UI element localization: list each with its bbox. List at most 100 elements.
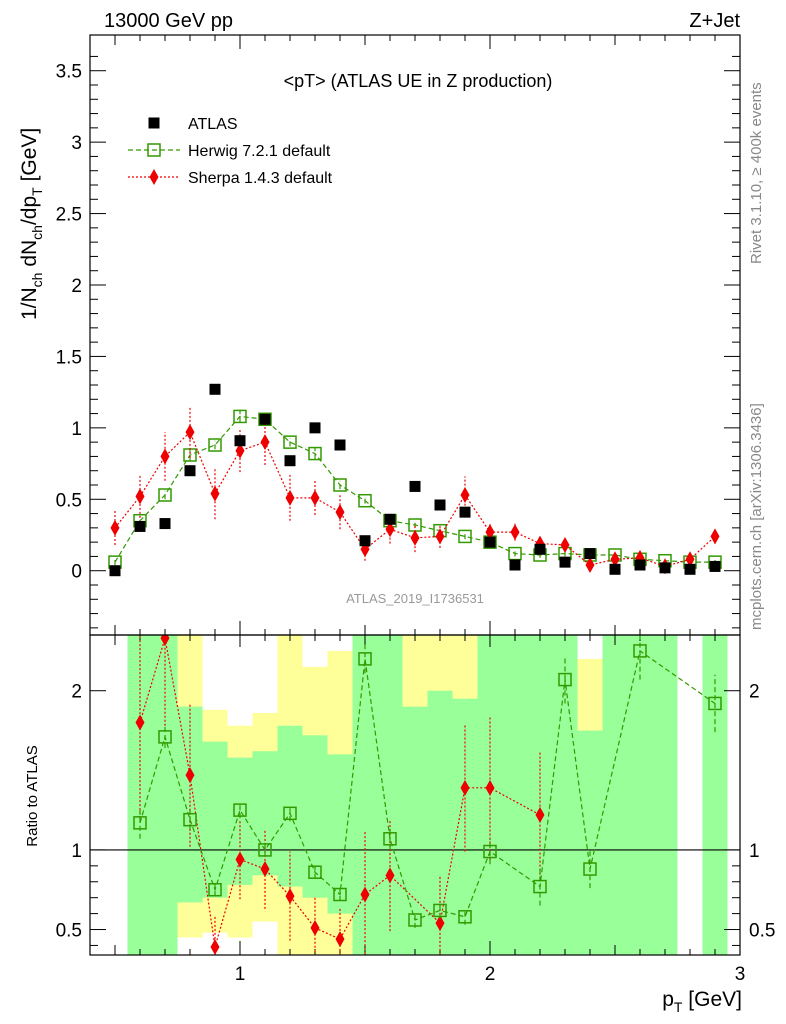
y-tick-label-ratio-right-0: 0.5	[749, 921, 775, 942]
atlas-point	[384, 513, 396, 525]
sherpa-point	[685, 551, 695, 568]
herwig-ratio-point	[283, 806, 297, 821]
atlas-point	[459, 506, 471, 518]
atlas-point	[109, 565, 121, 577]
sherpa-ratio-point	[460, 779, 470, 796]
rivet-version-label: Rivet 3.1.10, ≥ 400k events	[748, 82, 765, 264]
sherpa-ratio-point	[485, 779, 495, 796]
sherpa-point	[310, 489, 320, 506]
herwig-point	[158, 488, 172, 502]
sherpa-ratio-point	[260, 861, 270, 878]
y-tick-label-0: 0	[71, 562, 82, 583]
legend-label-sherpa: Sherpa 1.4.3 default	[188, 170, 333, 187]
legend-label-herwig: Herwig 7.2.1 default	[188, 143, 331, 160]
band-inner-16	[527, 635, 553, 955]
band-inner-8	[327, 754, 353, 914]
atlas-point	[284, 455, 296, 467]
band-inner-19	[602, 635, 628, 955]
legend-mark-atlas	[148, 117, 160, 129]
analysis-watermark: ATLAS_2019_I1736531	[346, 591, 484, 606]
sherpa-point	[285, 489, 295, 506]
atlas-point	[509, 559, 521, 571]
herwig-ratio-point	[408, 913, 422, 927]
atlas-point	[159, 518, 171, 530]
legend-mark-sherpa	[149, 169, 159, 185]
sherpa-point	[560, 537, 570, 553]
sherpa-ratio-point	[360, 886, 370, 903]
sherpa-ratio-point	[160, 635, 170, 647]
atlas-point	[659, 562, 671, 574]
ratio-axis-title: Ratio to ATLAS	[24, 745, 41, 846]
herwig-ratio-point	[183, 812, 197, 827]
band-inner-15	[502, 635, 528, 955]
sherpa-point	[510, 524, 520, 541]
herwig-point	[308, 446, 322, 461]
sherpa-ratio-point	[310, 919, 320, 936]
herwig-ratio-point	[483, 844, 497, 859]
band-inner-18	[577, 730, 603, 955]
atlas-point	[534, 543, 546, 555]
sherpa-point	[160, 448, 170, 465]
legend-label-atlas: ATLAS	[188, 116, 238, 133]
atlas-point	[209, 383, 221, 395]
herwig-ratio-point	[233, 803, 247, 817]
herwig-point	[283, 435, 297, 449]
y-tick-label-5: 2.5	[56, 205, 82, 226]
sherpa-ratio-point	[185, 767, 195, 784]
herwig-ratio-point	[358, 652, 372, 666]
herwig-ratio-point	[158, 730, 172, 744]
legend-mark-herwig	[147, 143, 161, 157]
herwig-ratio-point	[458, 910, 472, 924]
sherpa-ratio-point	[535, 806, 545, 823]
y-tick-label-4: 2	[71, 276, 82, 297]
y-axis-title: 1/Nch dNch/dpT [GeV]	[18, 128, 45, 320]
sherpa-point	[235, 442, 245, 459]
ratio-plot-frame	[89, 634, 741, 956]
herwig-ratio-point	[708, 696, 722, 711]
x-axis-title: pT [GeV]	[662, 988, 742, 1015]
atlas-point	[559, 556, 571, 568]
herwig-ratio-point	[583, 862, 597, 876]
sherpa-ratio-point	[135, 714, 145, 731]
herwig-point	[458, 529, 472, 544]
atlas-point	[134, 520, 146, 532]
band-inner-20	[627, 635, 653, 955]
herwig-ratio-point	[633, 644, 647, 658]
sherpa-ratio-point	[335, 931, 345, 948]
y-tick-label-ratio-0: 0.5	[56, 921, 82, 942]
process-label: Z+Jet	[689, 10, 740, 32]
sherpa-ratio-point	[435, 915, 445, 932]
band-inner-3	[202, 741, 228, 898]
atlas-point	[359, 535, 371, 547]
band-inner-17	[552, 635, 578, 955]
y-tick-label-ratio-1: 1	[71, 841, 82, 862]
herwig-ratio-point	[258, 843, 272, 857]
herwig-point	[333, 478, 347, 492]
atlas-point	[409, 480, 421, 492]
sherpa-point	[185, 424, 195, 441]
band-inner-21	[652, 635, 678, 955]
atlas-point	[684, 563, 696, 575]
sherpa-point	[260, 434, 270, 451]
x-tick-label-1: 2	[485, 964, 496, 985]
sherpa-point	[210, 485, 220, 502]
herwig-ratio-point	[558, 672, 572, 687]
atlas-point	[234, 435, 246, 447]
herwig-point	[358, 493, 372, 508]
atlas-point	[434, 499, 446, 511]
atlas-point	[259, 413, 271, 425]
sherpa-point	[335, 504, 345, 521]
atlas-point	[634, 559, 646, 571]
ratio-uncertainty-bands	[127, 635, 728, 955]
sherpa-point	[110, 519, 120, 536]
y-tick-label-3: 1.5	[56, 347, 82, 368]
y-tick-label-7: 3.5	[56, 62, 82, 83]
band-inner-2	[177, 706, 203, 903]
atlas-point	[609, 563, 621, 575]
atlas-point	[584, 548, 596, 560]
sherpa-ratio-point	[285, 888, 295, 905]
herwig-ratio-line	[139, 649, 716, 921]
energy-label: 13000 GeV pp	[104, 10, 233, 32]
herwig-point	[233, 409, 247, 424]
